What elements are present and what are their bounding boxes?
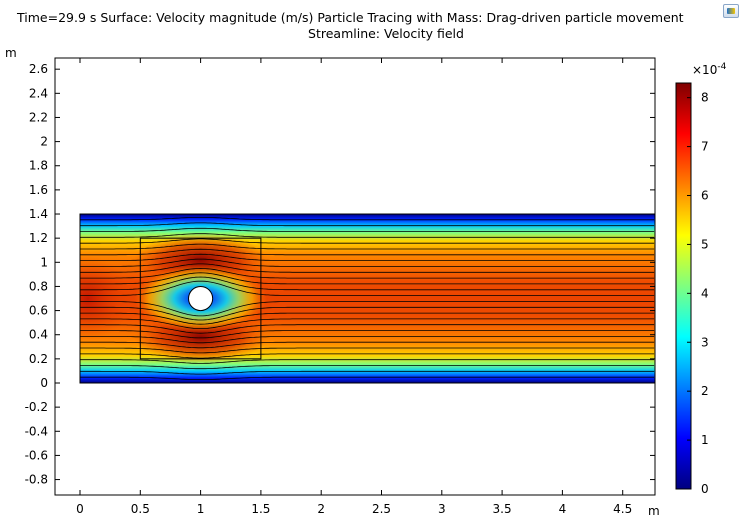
streamline xyxy=(80,370,655,375)
streamline xyxy=(80,306,655,321)
x-tick-label: 2.5 xyxy=(372,502,391,516)
streamline xyxy=(80,301,655,317)
colorbar-tick-label: 8 xyxy=(701,91,709,105)
streamline xyxy=(80,263,655,273)
x-tick-label: 2 xyxy=(317,502,325,516)
y-tick-label: 2.2 xyxy=(29,110,48,124)
x-axis-ticks: 0 0.5 1 1.5 2 2.5 3 3.5 4 4.5 xyxy=(76,58,632,516)
colorbar-tick-label: 7 xyxy=(701,140,709,154)
y-tick-label: 1.2 xyxy=(29,231,48,245)
streamline xyxy=(80,222,655,227)
x-axis-label: m xyxy=(648,504,660,518)
streamline xyxy=(80,258,655,267)
y-tick-label: 0.2 xyxy=(29,352,48,366)
y-tick-label: 1.6 xyxy=(29,183,48,197)
streamline xyxy=(80,227,655,232)
streamline xyxy=(80,238,655,244)
y-tick-label: 1.4 xyxy=(29,207,48,221)
streamline xyxy=(80,280,655,296)
streamline xyxy=(80,353,655,359)
x-tick-label: 4.5 xyxy=(613,502,632,516)
streamline xyxy=(80,365,655,370)
colorbar-tick-label: 3 xyxy=(701,335,709,349)
x-tick-label: 1 xyxy=(197,502,205,516)
comsol-plot-icon[interactable] xyxy=(723,4,739,18)
y-tick-label: 1.8 xyxy=(29,159,48,173)
inlet-hot-region xyxy=(80,256,131,341)
streamline xyxy=(80,359,655,364)
y-tick-label: 2 xyxy=(40,135,48,149)
x-tick-label: 3 xyxy=(438,502,446,516)
streamline xyxy=(80,341,655,349)
y-tick-label: 0.4 xyxy=(29,328,48,342)
x-tick-label: 3.5 xyxy=(493,502,512,516)
colorbar-multiplier: ×10-4 xyxy=(692,62,727,77)
colorbar-tick-label: 4 xyxy=(701,286,709,300)
streamline xyxy=(80,248,655,256)
streamline xyxy=(80,336,655,344)
y-tick-label: -0.2 xyxy=(25,400,48,414)
streamline xyxy=(80,312,655,325)
colorbar-tick-label: 5 xyxy=(701,237,709,251)
y-tick-label: 0.6 xyxy=(29,304,48,318)
streamline xyxy=(80,347,655,354)
colorbar-multiplier-base: ×10 xyxy=(692,63,717,77)
x-tick-label: 4 xyxy=(559,502,567,516)
x-tick-label: 1.5 xyxy=(251,502,270,516)
streamline xyxy=(80,276,655,291)
y-tick-label: 0.8 xyxy=(29,279,48,293)
cylinder-obstacle xyxy=(188,285,214,312)
streamline xyxy=(80,217,655,221)
y-tick-label: -0.4 xyxy=(25,424,48,438)
y-tick-label: 2.6 xyxy=(29,62,48,76)
colorbar-multiplier-exp: -4 xyxy=(717,62,726,72)
streamlines xyxy=(80,217,655,380)
y-axis-label: m xyxy=(5,46,17,60)
streamline xyxy=(80,272,655,285)
streamline xyxy=(80,330,655,339)
streamline xyxy=(80,243,655,250)
streamline xyxy=(80,376,655,380)
y-tick-label: 2.4 xyxy=(29,86,48,100)
colorbar-tick-label: 6 xyxy=(701,189,709,203)
plot-title-line1: Time=29.9 s Surface: Velocity magnitude … xyxy=(16,10,684,25)
y-tick-label: 1 xyxy=(40,255,48,269)
x-tick-label: 0.5 xyxy=(131,502,150,516)
streamline xyxy=(80,324,655,334)
domain-outline xyxy=(79,213,656,384)
y-tick-label: -0.8 xyxy=(25,473,48,487)
colorbar-ticks: 0 1 2 3 4 5 6 7 8 xyxy=(687,91,709,496)
y-tick-label: -0.6 xyxy=(25,448,48,462)
y-axis-ticks: 2.6 2.4 2.2 2 1.8 1.6 1.4 1.2 1 0.8 0.6 0.4 0.2 0 -0.2… xyxy=(25,62,655,487)
colorbar-tick-label: 1 xyxy=(701,433,709,447)
y-tick-label: 0 xyxy=(40,376,48,390)
colorbar-tick-label: 2 xyxy=(701,384,709,398)
streamline xyxy=(80,253,655,261)
velocity-surface xyxy=(80,214,655,383)
streamline xyxy=(80,233,655,238)
inner-box xyxy=(139,237,262,360)
colorbar xyxy=(675,82,692,490)
streamline xyxy=(80,267,655,279)
streamline xyxy=(80,318,655,330)
x-tick-label: 0 xyxy=(76,502,84,516)
plot-title-line2: Streamline: Velocity field xyxy=(308,26,464,41)
colorbar-tick-label: 0 xyxy=(701,482,709,496)
